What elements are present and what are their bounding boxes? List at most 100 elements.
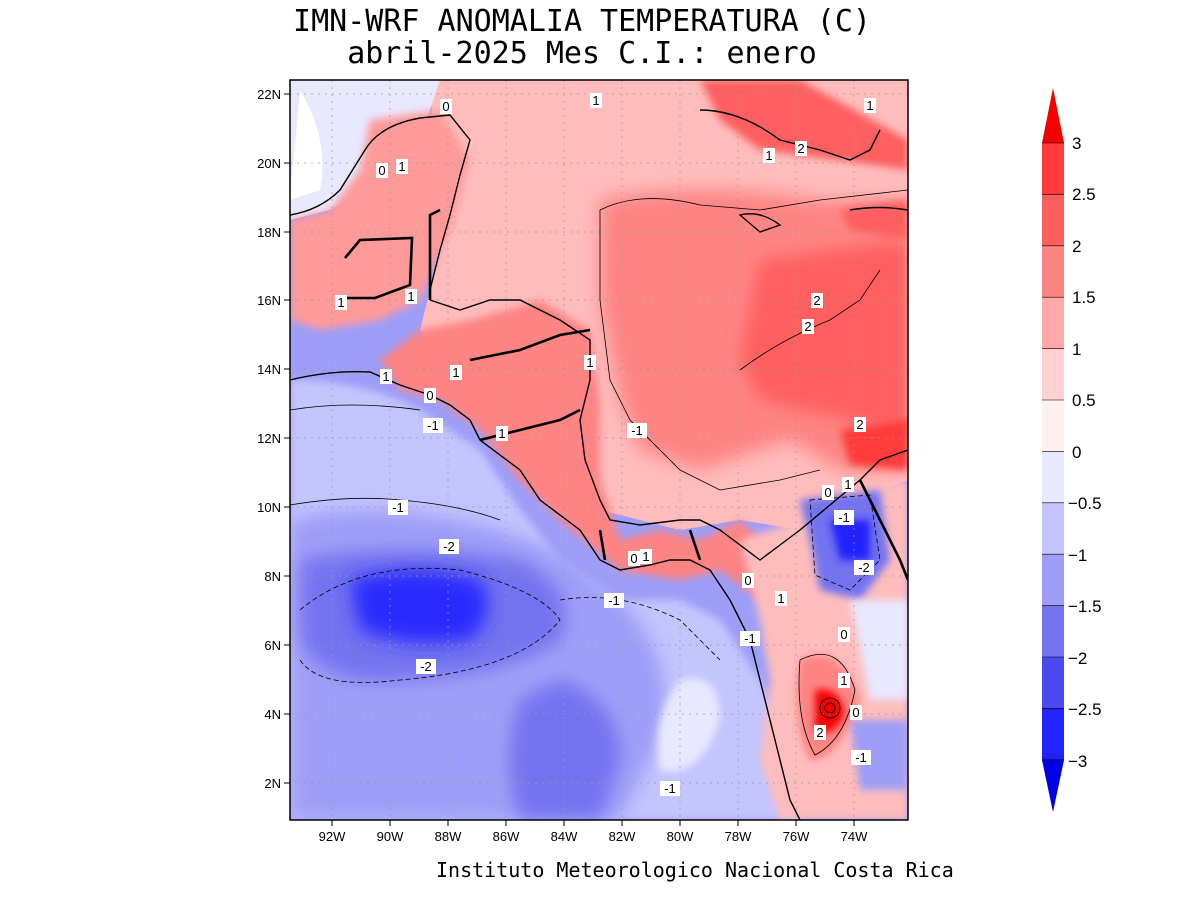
contour-label: -1 — [604, 593, 624, 608]
contour-label: 0 — [424, 388, 436, 403]
svg-text:1: 1 — [407, 289, 414, 304]
svg-text:1: 1 — [840, 673, 847, 688]
svg-text:-2: -2 — [420, 659, 432, 674]
contour-label: -2 — [416, 659, 436, 674]
contour-label: 0 — [376, 163, 388, 178]
colorbar-swatch — [1042, 605, 1064, 658]
map-subtitle: abril-2025 Mes C.I.: enero — [347, 36, 817, 71]
svg-text:-1: -1 — [427, 418, 439, 433]
colorbar-swatch — [1042, 451, 1064, 504]
svg-text:0: 0 — [630, 551, 637, 566]
lon-label: 82W — [609, 829, 636, 844]
contour-lines — [290, 189, 908, 756]
svg-text:1: 1 — [592, 93, 599, 108]
contour-label: 1 — [335, 295, 347, 310]
lon-label: 86W — [493, 829, 520, 844]
svg-text:1: 1 — [844, 477, 851, 492]
contour-label: 2 — [854, 417, 866, 432]
colorbar-bottom-arrow — [1042, 760, 1064, 812]
contour-label: 1 — [590, 93, 602, 108]
map-frame — [289, 79, 909, 821]
contour-label: 2 — [802, 319, 814, 334]
contour-label: -1 — [740, 631, 760, 646]
contour-label: 1 — [584, 355, 596, 370]
lat-label: 14N — [257, 362, 281, 377]
lon-label: 74W — [841, 829, 868, 844]
svg-text:1: 1 — [586, 355, 593, 370]
svg-text:2: 2 — [797, 141, 804, 156]
svg-text:-1: -1 — [744, 631, 756, 646]
contour-label: 0 — [628, 551, 640, 566]
colorbar-label: −2 — [1068, 649, 1087, 668]
svg-text:0: 0 — [744, 573, 751, 588]
svg-text:1: 1 — [382, 369, 389, 384]
svg-text:0: 0 — [824, 485, 831, 500]
contour-label: -2 — [854, 560, 874, 575]
svg-text:1: 1 — [777, 591, 784, 606]
colorbar-swatch — [1042, 245, 1064, 298]
country-borders — [344, 208, 908, 581]
svg-text:-1: -1 — [631, 423, 643, 438]
lat-label: 20N — [257, 156, 281, 171]
contour-label: 0 — [850, 705, 862, 720]
lat-label: 6N — [264, 638, 281, 653]
svg-text:0: 0 — [378, 163, 385, 178]
svg-text:1: 1 — [642, 549, 649, 564]
svg-text:1: 1 — [498, 426, 505, 441]
contour-label: -1 — [834, 510, 854, 525]
anomaly-field — [290, 80, 908, 820]
svg-text:1: 1 — [398, 159, 405, 174]
svg-text:2: 2 — [804, 319, 811, 334]
coastlines — [290, 109, 908, 820]
lat-label: 2N — [264, 776, 281, 791]
contour-label: 1 — [640, 549, 652, 564]
svg-text:2: 2 — [816, 725, 823, 740]
contour-label: 0 — [440, 99, 452, 114]
svg-text:-1: -1 — [392, 500, 404, 515]
lon-label: 90W — [377, 829, 404, 844]
colorbar-label: 3 — [1072, 134, 1081, 153]
svg-text:0: 0 — [840, 627, 847, 642]
contour-label: 1 — [450, 365, 462, 380]
svg-text:0: 0 — [426, 388, 433, 403]
lat-label: 16N — [257, 293, 281, 308]
svg-text:-1: -1 — [608, 593, 620, 608]
colorbar-label: 0 — [1072, 443, 1081, 462]
svg-text:1: 1 — [765, 148, 772, 163]
contour-label: -2 — [439, 539, 459, 554]
colorbar-swatch — [1042, 708, 1064, 761]
lat-label: 8N — [264, 569, 281, 584]
contour-label: 0 — [838, 627, 850, 642]
lon-label: 80W — [667, 829, 694, 844]
colorbar-swatch — [1042, 297, 1064, 350]
contour-label: 2 — [795, 141, 807, 156]
colorbar-label: −1.5 — [1068, 597, 1102, 616]
svg-text:-2: -2 — [858, 560, 870, 575]
contour-label: -1 — [423, 418, 443, 433]
lon-label: 92W — [319, 829, 346, 844]
contour-label: 1 — [864, 98, 876, 113]
lon-label: 84W — [551, 829, 578, 844]
svg-text:1: 1 — [866, 98, 873, 113]
colorbar-label: −2.5 — [1068, 700, 1102, 719]
svg-text:1: 1 — [452, 365, 459, 380]
colorbar-swatch — [1042, 194, 1064, 247]
lat-label: 10N — [257, 500, 281, 515]
colorbar-swatch — [1042, 554, 1064, 607]
svg-text:0: 0 — [852, 705, 859, 720]
colorbar: 3 2.5 2 1.5 1 0.5 0 −0.5 −1 −1.5 −2 −2.5… — [1042, 88, 1102, 812]
contour-label: 2 — [814, 725, 826, 740]
contour-label: 1 — [496, 426, 508, 441]
colorbar-label: 0.5 — [1072, 391, 1096, 410]
svg-text:2: 2 — [856, 417, 863, 432]
svg-text:1: 1 — [337, 295, 344, 310]
colorbar-swatch — [1042, 657, 1064, 709]
contour-label: 1 — [396, 159, 408, 174]
colorbar-label: −0.5 — [1068, 494, 1102, 513]
colorbar-label: 1 — [1072, 340, 1081, 359]
colorbar-swatch — [1042, 502, 1064, 555]
contour-label: 1 — [380, 369, 392, 384]
map-title: IMN-WRF ANOMALIA TEMPERATURA (C) — [293, 4, 871, 39]
contour-label: -1 — [851, 750, 871, 765]
